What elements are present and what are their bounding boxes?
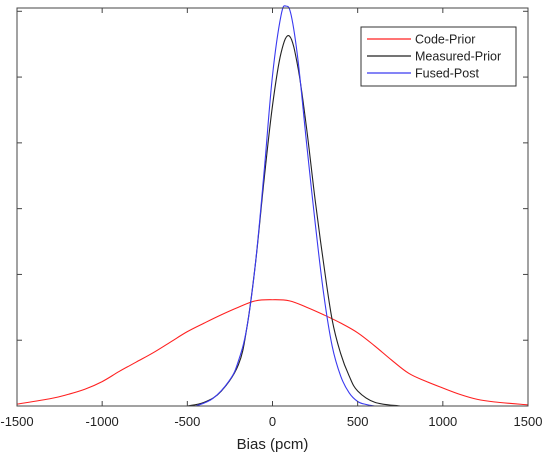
legend-label: Measured-Prior <box>415 50 501 64</box>
series-lines <box>16 5 529 407</box>
x-tick-label: 0 <box>269 414 276 429</box>
legend-label: Code-Prior <box>415 33 475 47</box>
x-tick-label: 1000 <box>428 414 457 429</box>
x-tick-labels: -1500 -1000 -500 0 500 1000 1500 <box>0 414 542 429</box>
x-tick-label: 1500 <box>514 414 543 429</box>
legend: Code-Prior Measured-Prior Fused-Post <box>360 26 517 87</box>
x-axis-label: Bias (pcm) <box>237 436 309 453</box>
series-line-code-prior <box>16 299 529 406</box>
x-tick-label: 500 <box>347 414 369 429</box>
series-line-measured-prior <box>187 35 401 407</box>
x-tick-label: -1500 <box>0 414 33 429</box>
series-line-fused-post <box>195 5 375 407</box>
axis-ticks <box>16 8 529 406</box>
x-tick-label: -500 <box>174 414 200 429</box>
legend-label: Fused-Post <box>415 67 479 81</box>
x-tick-label: -1000 <box>86 414 119 429</box>
